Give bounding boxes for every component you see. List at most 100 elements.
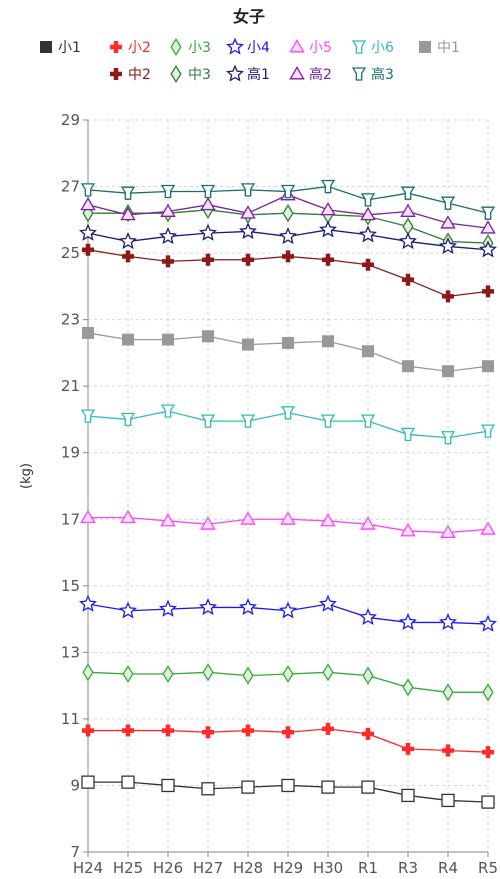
data-point — [162, 255, 174, 268]
data-point — [482, 360, 494, 373]
data-point — [240, 414, 256, 428]
y-tick-label: 19 — [61, 444, 80, 462]
data-point — [120, 186, 136, 200]
data-point — [119, 231, 137, 250]
y-tick-label: 25 — [61, 244, 80, 262]
legend-marker — [226, 37, 244, 55]
data-point — [79, 223, 97, 241]
series-4 — [79, 594, 497, 632]
data-point — [202, 726, 214, 739]
legend-item: 小5 — [289, 39, 332, 56]
data-point — [480, 206, 496, 220]
data-point — [120, 509, 136, 524]
data-point — [320, 201, 336, 216]
data-point — [399, 612, 417, 631]
data-point — [480, 424, 496, 438]
data-point — [362, 666, 374, 685]
data-point — [360, 193, 376, 207]
data-point — [442, 290, 454, 303]
data-point — [240, 205, 256, 219]
series-10 — [79, 220, 497, 258]
data-point — [400, 427, 416, 442]
legend: 小1 小2 小3 小4 小5 小6 中1 中2 中3 高1 高2 高3 — [40, 37, 460, 84]
legend-label: 小4 — [247, 40, 270, 56]
legend-item: 中2 — [110, 67, 151, 83]
data-point — [280, 406, 296, 420]
legend-item: 小1 — [40, 40, 81, 56]
legend-label: 高2 — [309, 66, 332, 83]
data-point — [482, 285, 494, 298]
data-point — [200, 414, 216, 428]
series-group — [79, 179, 497, 809]
legend-marker — [40, 41, 52, 53]
data-point — [281, 778, 295, 793]
data-point — [479, 240, 497, 258]
legend-item: 小3 — [170, 37, 211, 57]
legend-item: 中3 — [170, 64, 211, 84]
x-tick-label: R3 — [398, 859, 418, 877]
data-point — [79, 594, 97, 612]
data-point — [441, 793, 455, 808]
data-point — [282, 726, 294, 739]
data-point — [242, 666, 254, 685]
data-point — [122, 724, 134, 737]
data-point — [199, 223, 217, 241]
legend-item: 高2 — [289, 66, 332, 83]
data-point — [82, 724, 94, 737]
legend-item: 小6 — [351, 40, 394, 56]
legend-marker — [110, 41, 122, 54]
data-point — [159, 599, 177, 617]
data-point — [399, 231, 417, 250]
data-point — [480, 521, 496, 535]
y-tick-label: 29 — [61, 111, 80, 129]
data-point — [402, 217, 414, 236]
data-point — [82, 243, 94, 256]
data-point — [242, 724, 254, 737]
data-point — [200, 516, 216, 530]
data-point — [161, 778, 175, 793]
legend-label: 中3 — [188, 67, 211, 83]
legend-item: 高1 — [226, 64, 270, 83]
legend-item: 高3 — [351, 66, 394, 83]
x-tick-label: R1 — [358, 859, 378, 877]
data-point — [482, 683, 494, 702]
data-point — [200, 196, 216, 211]
data-point — [402, 678, 414, 697]
y-tick-label: 7 — [70, 843, 80, 861]
data-point — [480, 220, 496, 234]
data-point — [280, 184, 296, 199]
data-point — [202, 330, 214, 343]
data-point — [479, 614, 497, 632]
legend-marker — [226, 64, 244, 82]
data-point — [162, 664, 174, 684]
data-point — [360, 414, 376, 428]
data-point — [202, 663, 214, 682]
data-point — [442, 683, 454, 702]
legend-marker — [351, 40, 367, 54]
data-point — [80, 409, 96, 423]
legend-item: 中1 — [419, 40, 460, 56]
data-point — [362, 258, 374, 271]
x-tick-label: H30 — [313, 859, 343, 877]
data-point — [282, 664, 294, 684]
data-point — [282, 204, 294, 223]
data-point — [162, 333, 174, 346]
data-point — [160, 184, 176, 199]
data-point — [159, 227, 177, 245]
chart-title: 女子 — [233, 7, 265, 26]
data-point — [361, 780, 375, 794]
legend-label: 小6 — [371, 40, 394, 56]
data-point — [279, 227, 297, 245]
legend-label: 中1 — [437, 40, 460, 56]
data-point — [400, 523, 416, 537]
y-tick-label: 15 — [61, 577, 80, 595]
data-point — [82, 326, 94, 339]
data-point — [82, 663, 94, 682]
legend-marker — [289, 39, 305, 53]
data-point — [322, 722, 334, 735]
data-point — [440, 524, 456, 539]
series-9 — [82, 200, 494, 253]
x-tick-label: H25 — [113, 859, 143, 877]
data-point — [359, 225, 377, 243]
